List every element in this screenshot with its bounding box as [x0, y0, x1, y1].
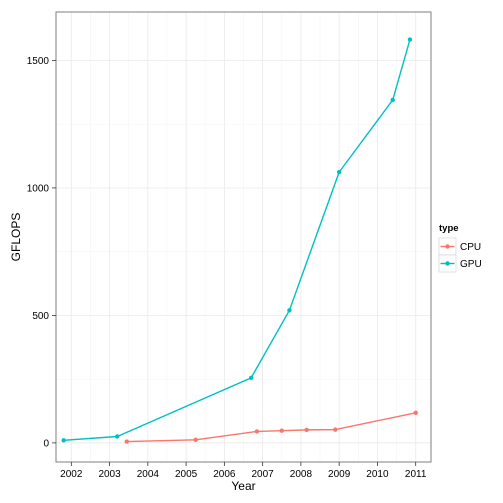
x-tick-label: 2002 — [60, 469, 83, 480]
legend-label-cpu: CPU — [460, 242, 481, 253]
y-axis: 0 500 1000 1500 — [27, 56, 56, 449]
plot-border — [55, 11, 432, 463]
legend-label-gpu: GPU — [460, 259, 482, 270]
data-point-cpu — [254, 429, 260, 434]
x-tick-label: 2008 — [290, 469, 313, 480]
x-tick-label: 2004 — [137, 469, 160, 480]
x-tick-label: 2003 — [98, 469, 121, 480]
data-point-cpu — [279, 428, 284, 433]
data-point-gpu — [61, 438, 66, 443]
data-point-cpu — [193, 437, 198, 443]
x-axis: 2002 2003 2004 2005 2006 2007 2008 2009 2010 2011 — [60, 462, 427, 480]
x-tick-label: 2005 — [175, 469, 198, 480]
series-points — [61, 37, 418, 444]
y-axis-title: GFLOPS — [9, 213, 23, 262]
y-tick-label: 500 — [32, 311, 49, 322]
data-point-gpu — [407, 37, 413, 42]
data-point-cpu — [413, 410, 418, 415]
legend-key-point-gpu — [445, 261, 450, 266]
data-point-cpu — [304, 427, 309, 433]
y-tick-label: 1000 — [27, 183, 50, 194]
legend-key-point-cpu — [445, 244, 450, 249]
data-point-gpu — [336, 169, 342, 175]
data-point-cpu — [124, 439, 129, 444]
x-tick-label: 2010 — [366, 469, 389, 480]
x-tick-label: 2011 — [405, 469, 427, 480]
y-tick-label: 0 — [43, 438, 49, 449]
x-tick-label: 2007 — [252, 469, 275, 480]
data-point-gpu — [115, 434, 120, 439]
x-tick-label: 2009 — [328, 469, 351, 480]
legend: type CPU GPU — [438, 223, 482, 273]
data-point-gpu — [287, 308, 292, 313]
data-point-gpu — [248, 375, 254, 381]
legend-title: type — [439, 223, 459, 234]
y-tick-label: 1500 — [27, 56, 50, 67]
x-axis-title: Year — [231, 479, 255, 493]
x-tick-label: 2006 — [213, 469, 236, 480]
data-point-cpu — [333, 427, 338, 432]
data-point-gpu — [390, 97, 395, 103]
